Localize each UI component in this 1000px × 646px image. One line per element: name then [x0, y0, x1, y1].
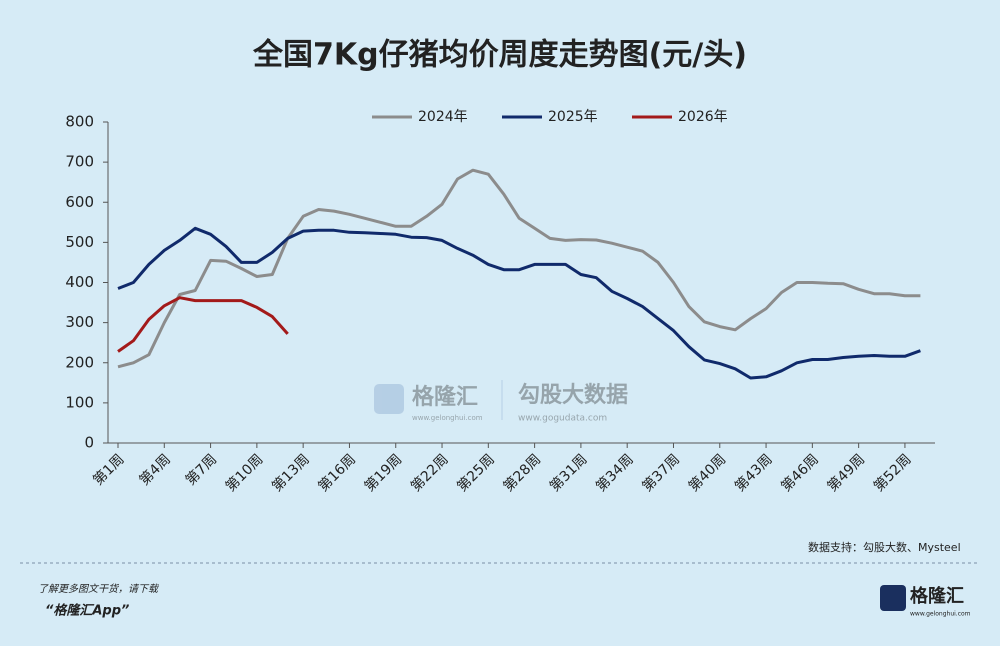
series-line	[117, 226, 921, 380]
legend-label: 2025年	[548, 109, 598, 125]
y-tick-label: 0	[84, 434, 94, 452]
footer-logo-mark	[880, 585, 906, 611]
watermark-logo	[374, 384, 404, 414]
y-tick-label: 800	[65, 113, 94, 131]
series-line	[117, 168, 921, 369]
watermark-partner: 勾股大数据	[518, 382, 628, 408]
watermark-brand: 格隆汇	[412, 384, 478, 410]
chart-title: 全国7Kg仔猪均价周度走势图(元/头)	[252, 38, 747, 73]
watermark-partner-url: www.gogudata.com	[518, 414, 607, 424]
series-line	[117, 296, 289, 353]
footer-line1: 了解更多图文干货，请下载	[38, 583, 160, 595]
y-tick-label: 700	[65, 153, 94, 171]
y-tick-label: 100	[65, 393, 94, 411]
watermark-brand-url: www.gelonghui.com	[412, 414, 483, 422]
footer-line2: “格隆汇App”	[45, 603, 129, 619]
source: 数据支持：勾股大数、Mysteel	[808, 540, 961, 554]
y-tick-label: 400	[65, 273, 94, 291]
footer-logo-url: www.gelonghui.com	[910, 611, 971, 618]
y-tick-label: 200	[65, 353, 94, 371]
y-tick-label: 500	[65, 233, 94, 251]
y-tick-label: 600	[65, 193, 94, 211]
watermark: 格隆汇 www.gelonghui.com 勾股大数据 www.gogudata…	[374, 380, 628, 424]
legend-label: 2026年	[678, 109, 728, 125]
footer-logo: 格隆汇	[910, 585, 964, 607]
legend-label: 2024年	[418, 109, 468, 125]
y-tick-label: 300	[65, 313, 94, 331]
